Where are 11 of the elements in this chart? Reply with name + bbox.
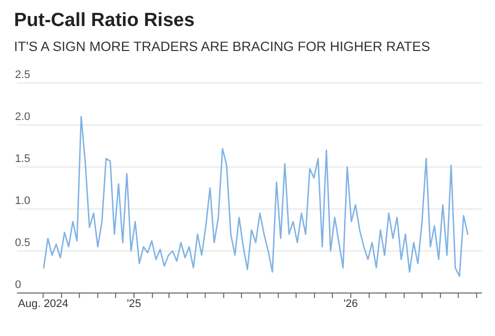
x-tick-label: Aug. 2024: [18, 298, 68, 310]
y-tick-label: 0: [15, 279, 22, 291]
x-tick-label: '26: [344, 298, 358, 310]
chart-title: Put-Call Ratio Rises: [14, 10, 195, 31]
y-tick-label: 1.5: [15, 153, 30, 165]
y-tick-label: 1.0: [15, 195, 30, 207]
y-tick-label: 2.5: [15, 69, 30, 81]
y-tick-label: 0.5: [15, 237, 30, 249]
y-tick-label: 2.0: [15, 111, 30, 123]
x-tick-label: '25: [126, 298, 142, 310]
chart-subtitle: IT'S A SIGN MORE TRADERS ARE BRACING FOR HIGHER RATES: [14, 39, 430, 54]
